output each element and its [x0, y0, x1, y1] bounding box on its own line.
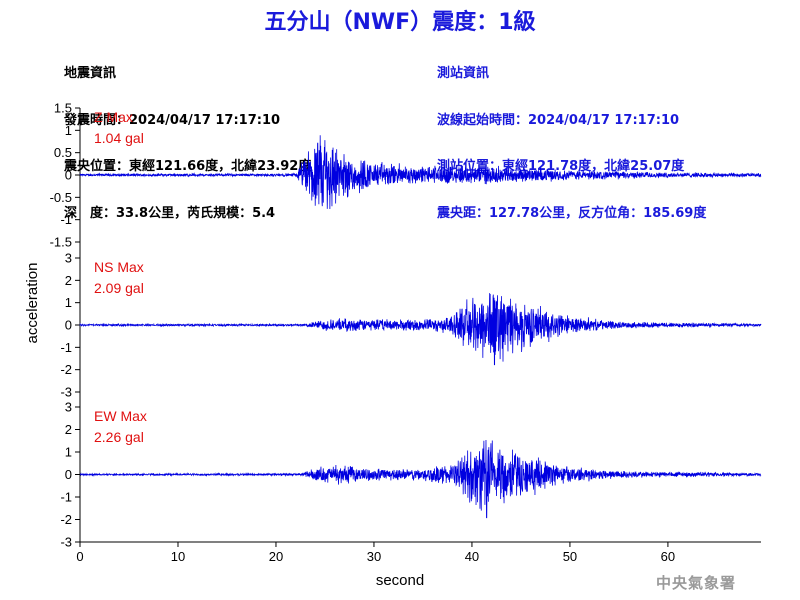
page-title: 五分山（NWF）震度：1級 — [264, 10, 536, 35]
distance-azimuth: 震央距：127.78公里，反方位角：185.69度 — [437, 205, 707, 221]
ew-ytick-label: -1 — [60, 490, 72, 505]
ew-trace — [79, 440, 762, 519]
z-ytick-label: 0 — [65, 168, 72, 183]
quake-info: 地震資訊 發震時間：2024/04/17 17:17:10 震央位置：東經121… — [64, 35, 311, 237]
wave-start-time: 波線起始時間：2024/04/17 17:17:10 — [437, 112, 680, 128]
z-ytick-label: -1 — [60, 212, 72, 227]
ew-ytick-label: -3 — [60, 535, 72, 550]
ns-trace — [79, 293, 762, 366]
ew-ytick-label: 1 — [65, 445, 72, 460]
ew-ytick-label: 2 — [65, 422, 72, 437]
ns-max-label: NS Max — [94, 259, 144, 275]
z-ytick-label: 0.5 — [54, 145, 72, 160]
ew-max-value: 2.26 gal — [94, 429, 144, 445]
ew-ytick-label: -2 — [60, 512, 72, 527]
x-tick-label: 0 — [76, 549, 83, 564]
station-info: 測站資訊 波線起始時間：2024/04/17 17:17:10 測站位置：東經1… — [437, 35, 706, 237]
x-tick-label: 50 — [563, 549, 577, 564]
ns-ytick-label: -1 — [60, 340, 72, 355]
origin-time: 發震時間：2024/04/17 17:17:10 — [64, 112, 281, 128]
z-max-value: 1.04 gal — [94, 130, 144, 146]
z-ytick-label: 1.5 — [54, 101, 72, 116]
quake-info-heading: 地震資訊 — [64, 66, 117, 81]
z-ytick-label: 1 — [65, 123, 72, 138]
ns-ytick-label: 1 — [65, 295, 72, 310]
ns-ytick-label: -3 — [60, 385, 72, 400]
ns-ytick-label: 3 — [65, 251, 72, 266]
x-tick-label: 60 — [661, 549, 675, 564]
ns-ytick-label: 0 — [65, 318, 72, 333]
epicenter: 震央位置：東經121.66度，北緯23.92度 — [64, 159, 312, 174]
ew-ytick-label: 3 — [65, 400, 72, 415]
station-info-heading: 測站資訊 — [437, 66, 490, 81]
ns-ytick-label: -2 — [60, 362, 72, 377]
ew-max-label: EW Max — [94, 408, 147, 424]
z-max-label: Z Max — [94, 109, 133, 125]
z-ytick-label: -0.5 — [50, 190, 72, 205]
x-tick-label: 20 — [269, 549, 283, 564]
ns-ytick-label: 2 — [65, 273, 72, 288]
z-trace — [79, 135, 762, 210]
ns-max-value: 2.09 gal — [94, 280, 144, 296]
agency-label: 中央氣象署 — [656, 574, 737, 592]
y-axis-label: acceleration — [24, 263, 41, 344]
x-tick-label: 40 — [465, 549, 479, 564]
z-ytick-label: -1.5 — [50, 235, 72, 250]
x-axis-label: second — [376, 572, 424, 589]
ew-ytick-label: 0 — [65, 467, 72, 482]
depth-magnitude: 深 度：33.8公里，芮氏規模：5.4 — [64, 205, 276, 221]
x-tick-label: 10 — [171, 549, 185, 564]
x-tick-label: 30 — [367, 549, 381, 564]
